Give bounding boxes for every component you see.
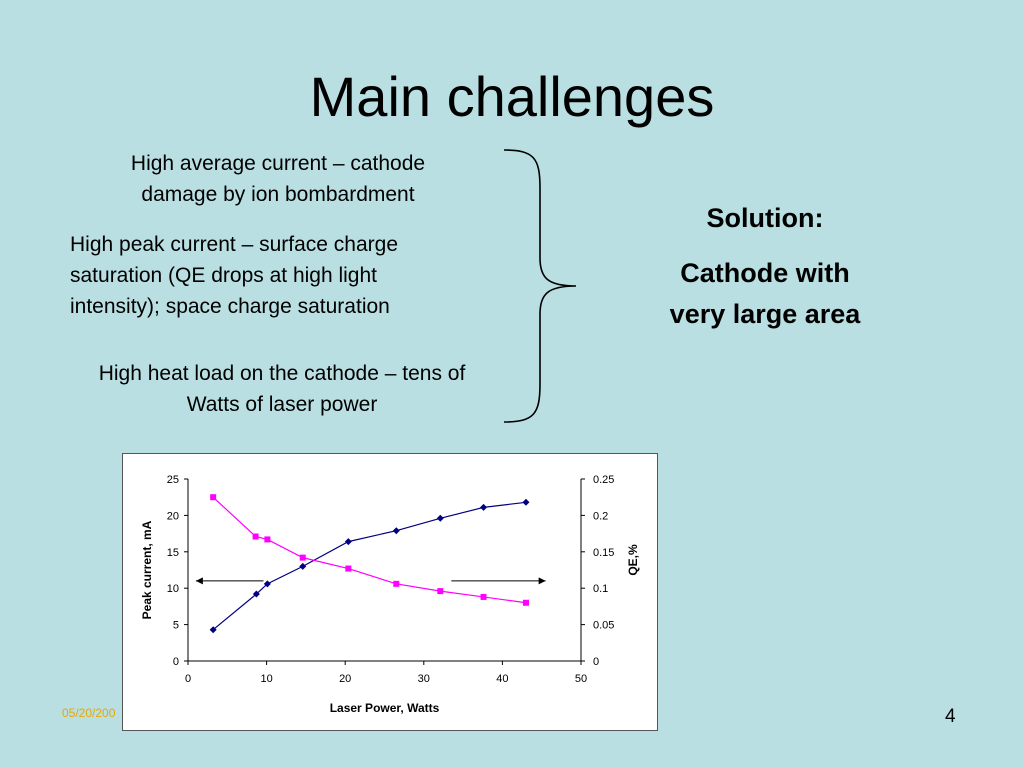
- y-right-tick-label: 0: [593, 656, 599, 668]
- challenge-3-line-2: Watts of laser power: [186, 393, 378, 416]
- series-1-point: [522, 498, 530, 506]
- solution-line-2: very large area: [669, 299, 861, 329]
- slide-title: Main challenges: [309, 65, 715, 128]
- right-curly-brace-icon: [503, 149, 577, 423]
- y-right-tick-label: 0.2: [593, 510, 608, 522]
- series-1-point: [392, 527, 400, 535]
- challenge-3-line-1: High heat load on the cathode – tens of: [98, 362, 466, 385]
- y-axis-right-label: QE,%: [626, 544, 640, 576]
- y-right-tick-label: 0.25: [593, 474, 614, 486]
- y-right-tick-label: 0.15: [593, 547, 614, 559]
- challenge-1-line-2: damage by ion bombardment: [141, 183, 415, 206]
- arrow-2-head-icon: [538, 577, 546, 585]
- footer-date: 05/20/200: [62, 706, 116, 720]
- series-2-point: [210, 494, 217, 501]
- series-1-point: [263, 580, 271, 588]
- qe-current-chart: 0 5 10 15 20 25 0 0.05 0.1 0.15 0.2 0.25 0 10 20 30 40 50…: [140, 474, 640, 715]
- series-1-point: [436, 514, 444, 522]
- page-number: 4: [945, 706, 956, 727]
- series-1-point: [209, 626, 217, 634]
- x-axis-label: Laser Power, Watts: [330, 701, 440, 715]
- challenge-peak-current: High peak current – surface charge satur…: [70, 229, 500, 322]
- solution-line-1: Cathode with: [680, 258, 850, 288]
- x-tick-label: 30: [418, 673, 430, 685]
- series-2-point: [522, 599, 529, 606]
- x-tick-label: 40: [496, 673, 508, 685]
- challenge-2-line-2: saturation (QE drops at high light: [70, 264, 378, 287]
- challenge-2-line-3: intensity); space charge saturation: [70, 295, 390, 318]
- y-right-tick-label: 0.1: [593, 583, 608, 595]
- x-tick-label: 10: [260, 673, 272, 685]
- challenge-2-line-1: High peak current – surface charge: [70, 233, 399, 256]
- solution-block: Solution: Cathode with very large area: [620, 198, 910, 335]
- series-1-point: [344, 538, 352, 546]
- series-2-point: [299, 554, 306, 561]
- challenge-heat-load: High heat load on the cathode – tens of …: [52, 358, 512, 420]
- x-tick-label: 0: [185, 673, 191, 685]
- y-left-tick-label: 15: [167, 547, 179, 559]
- series-2-point: [437, 588, 444, 595]
- y-left-tick-label: 25: [167, 474, 179, 486]
- y-right-tick-label: 0.05: [593, 620, 614, 632]
- y-left-tick-label: 0: [173, 656, 179, 668]
- series-1-line: [212, 501, 527, 631]
- challenge-average-current: High average current – cathode damage by…: [80, 148, 476, 210]
- y-axis-left-label: Peak current, mA: [140, 520, 154, 619]
- series-2-point: [345, 565, 352, 572]
- x-tick-label: 20: [339, 673, 351, 685]
- y-left-tick-label: 10: [167, 583, 179, 595]
- series-1-point: [252, 590, 260, 598]
- series-2-line: [212, 496, 527, 604]
- x-tick-label: 50: [575, 673, 587, 685]
- series-1-point: [299, 562, 307, 570]
- chart-container: 0 5 10 15 20 25 0 0.05 0.1 0.15 0.2 0.25 0 10 20 30 40 50…: [122, 453, 658, 731]
- challenge-1-line-1: High average current – cathode: [130, 152, 426, 175]
- y-left-tick-label: 20: [167, 510, 179, 522]
- series-2-point: [480, 593, 487, 600]
- series-2-point: [252, 533, 259, 540]
- arrow-1-head-icon: [195, 577, 203, 585]
- y-left-tick-label: 5: [173, 620, 179, 632]
- series-1-point: [480, 503, 488, 511]
- series-2-point: [264, 536, 271, 543]
- series-2-point: [393, 580, 400, 587]
- solution-heading: Solution:: [706, 203, 824, 233]
